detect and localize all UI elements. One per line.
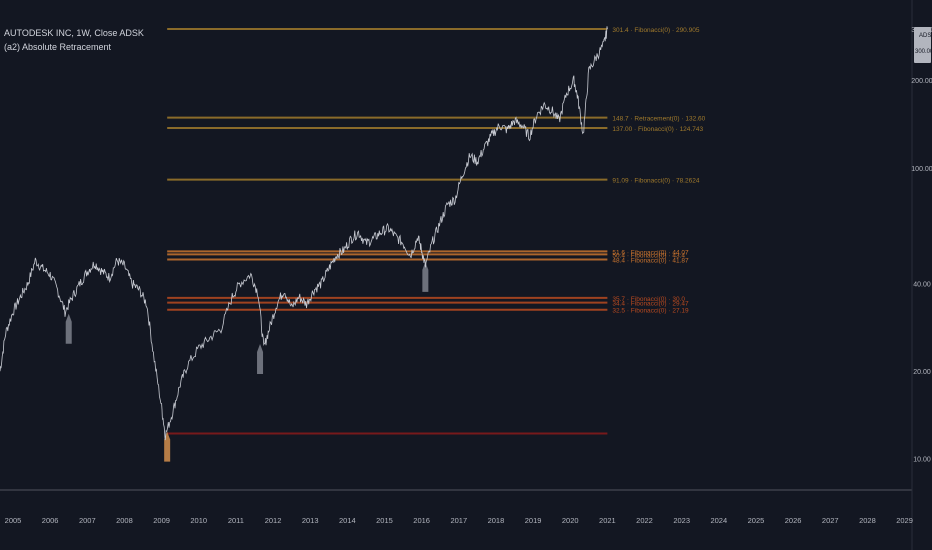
y-tick-label: 20.00: [913, 369, 931, 376]
legend-indicator[interactable]: (a2) Absolute Retracement: [4, 42, 112, 52]
fib-levels-layer: 301.4 · Fibonacci(0) · 290.905 148.7 · Re…: [167, 27, 706, 435]
x-tick-label: 2009: [153, 516, 170, 525]
fib-level-label: 32.5 · Fibonacci(0) · 27.19: [612, 308, 689, 315]
y-tick-label: 40.00: [913, 282, 931, 289]
x-tick-label: 2012: [265, 516, 282, 525]
x-tick-label: 2017: [450, 516, 467, 525]
pivot-markers-layer: [65, 261, 429, 462]
x-tick-label: 2026: [785, 516, 802, 525]
y-tick-label: 100.00: [911, 166, 932, 173]
y-tick-label: 10.00: [913, 457, 931, 464]
price-series-line: [0, 26, 608, 441]
x-tick-label: 2019: [525, 516, 542, 525]
fib-level-label: 301.4 · Fibonacci(0) · 290.905: [612, 27, 699, 34]
price-badge-layer: ADSK 300.00: [914, 27, 932, 64]
price-series-layer: [0, 26, 608, 441]
x-tick-label: 2022: [636, 516, 653, 525]
x-tick-label: 2021: [599, 516, 616, 525]
fib-level-label: 34.4 · Fibonacci(0) · 29.47: [612, 301, 689, 308]
legend-symbol: AUTODESK INC, 1W, Close ADSK: [4, 28, 144, 38]
x-tick-label: 2008: [116, 516, 133, 525]
x-tick-label: 2010: [190, 516, 207, 525]
price-badge-value: 300.00: [915, 49, 932, 55]
fib-level-label: 50.4 · Fibonacci(0) · 43.4: [612, 252, 685, 259]
x-tick-label: 2029: [896, 516, 913, 525]
x-tick-label: 2018: [488, 516, 505, 525]
x-tick-label: 2015: [376, 516, 393, 525]
x-tick-label: 2023: [673, 516, 690, 525]
pivot-marker: [422, 261, 429, 292]
fib-level-label: 48.4 · Fibonacci(0) · 41.87: [612, 257, 689, 264]
pivot-marker: [257, 344, 264, 375]
fib-level-label: 148.7 · Retracement(0) · 132.60: [612, 116, 705, 123]
fib-level-label: 35.7 · Fibonacci(0) · 30.0: [612, 296, 685, 303]
x-tick-label: 2013: [302, 516, 319, 525]
x-tick-label: 2006: [42, 516, 59, 525]
x-tick-label: 2014: [339, 516, 356, 525]
pivot-marker: [65, 313, 72, 344]
x-tick-label: 2024: [710, 516, 727, 525]
chart-legend: AUTODESK INC, 1W, Close ADSK (a2) Absolu…: [4, 26, 144, 54]
x-tick-label: 2007: [79, 516, 96, 525]
x-tick-label: 2027: [822, 516, 839, 525]
price-badge-label: ADSK: [919, 33, 932, 39]
x-tick-label: 2005: [5, 516, 22, 525]
x-tick-label: 2028: [859, 516, 876, 525]
x-tick-label: 2020: [562, 516, 579, 525]
x-tick-label: 2011: [228, 516, 244, 525]
price-badge: [914, 27, 931, 64]
fib-level-label: 137.00 · Fibonacci(0) · 124.743: [612, 126, 703, 133]
x-tick-label: 2016: [413, 516, 430, 525]
x-tick-label: 2025: [748, 516, 765, 525]
fib-level-label: 51.6 · Fibonacci(0) · 44.07: [612, 249, 689, 256]
fib-level-label: 91.09 · Fibonacci(0) · 78.2624: [612, 178, 699, 185]
y-tick-label: 200.00: [911, 78, 932, 85]
